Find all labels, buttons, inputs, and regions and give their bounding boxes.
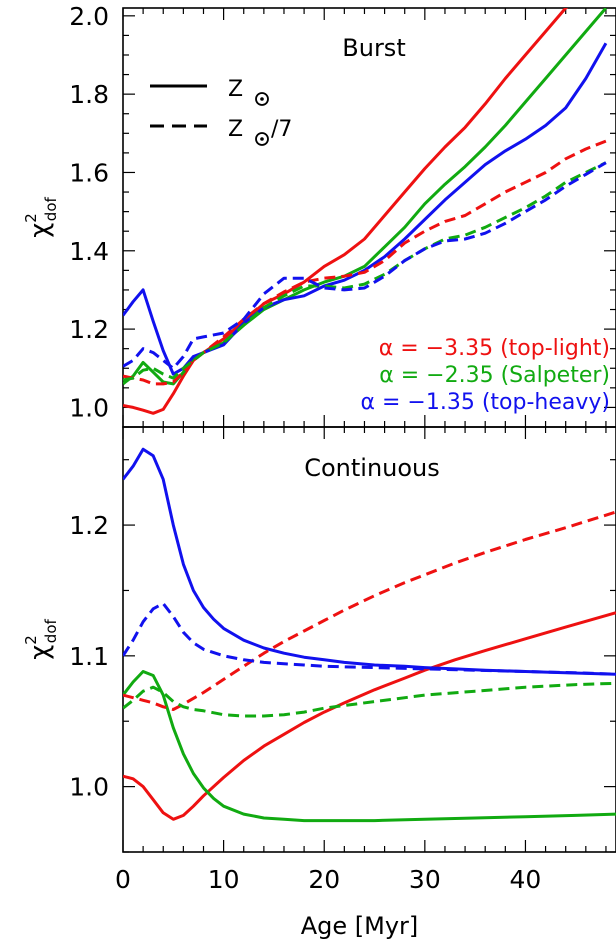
series-line-dashed-3 xyxy=(123,510,616,711)
y-axis-label: χ2 dof xyxy=(22,197,60,238)
series-line-dashed-4 xyxy=(123,161,607,382)
y-tick-label: 1.2 xyxy=(69,511,109,540)
legend-imf-label: α = −2.35 (Salpeter) xyxy=(379,363,610,388)
series-line-solid-0 xyxy=(123,8,569,415)
y-tick-label: 1.4 xyxy=(69,237,109,266)
legend-imf-label: α = −3.35 (top-light) xyxy=(379,336,610,361)
x-tick-label: 40 xyxy=(510,865,542,894)
legend-label: Z xyxy=(228,77,243,102)
y-tick-label: 1.2 xyxy=(69,315,109,344)
x-tick-label: 10 xyxy=(208,865,240,894)
series-line-solid-2 xyxy=(123,447,616,676)
sun-symbol-icon xyxy=(260,97,264,101)
x-tick-label: 30 xyxy=(409,865,441,894)
legend-imf-label: α = −1.35 (top-heavy) xyxy=(361,390,611,415)
y-axis-label: χ2 dof xyxy=(22,619,60,660)
series-line-solid-1 xyxy=(123,670,616,823)
plot-frame xyxy=(122,426,616,853)
y-tick-label: 2.0 xyxy=(69,2,109,31)
burst-panel: 1.0 1.2 1.4 1.6 1.8 2.0 χ2 dof Burst ZZ/7 α = −3.3… xyxy=(22,2,616,428)
sun-symbol-icon xyxy=(260,137,264,141)
y-tick-label: 1.1 xyxy=(69,642,109,671)
series-line-dashed-5 xyxy=(123,602,616,676)
panel-title: Continuous xyxy=(304,454,440,482)
series-line-solid-0 xyxy=(123,611,616,821)
x-axis-label: Age [Myr] xyxy=(301,912,419,940)
y-tick-label: 1.0 xyxy=(69,393,109,422)
x-tick-label: 0 xyxy=(115,865,131,894)
series-line-solid-1 xyxy=(123,8,608,386)
legend-label-suffix: /7 xyxy=(271,117,292,142)
continuous-panel: 0 10 20 30 40 1.0 1.1 1.2 χ2 dof Age [Myr] Continuo… xyxy=(22,426,616,940)
series-line-dashed-3 xyxy=(123,139,607,386)
panel-title: Burst xyxy=(342,34,405,62)
y-tick-label: 1.8 xyxy=(69,80,109,109)
legend-label: Z xyxy=(228,117,243,142)
y-tick-label: 1.0 xyxy=(69,773,109,802)
series-line-dashed-4 xyxy=(123,681,616,718)
sun-symbol-icon xyxy=(255,132,269,146)
x-tick-label: 20 xyxy=(308,865,340,894)
sun-symbol-icon xyxy=(255,92,269,106)
y-tick-label: 1.6 xyxy=(69,158,109,187)
series-line-dashed-5 xyxy=(123,161,607,370)
